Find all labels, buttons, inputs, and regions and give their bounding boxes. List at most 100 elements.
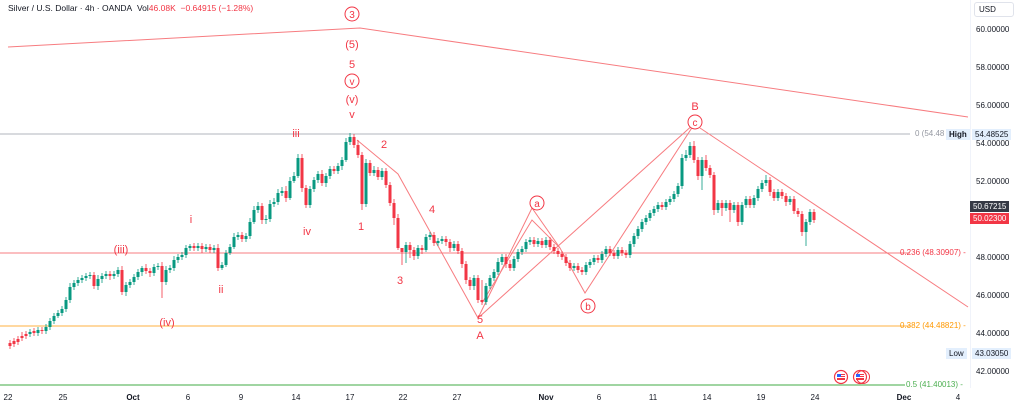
- wave-label[interactable]: v: [350, 77, 355, 88]
- time-axis[interactable]: [0, 388, 970, 410]
- candle: [564, 257, 568, 263]
- candle: [516, 252, 520, 259]
- candle: [16, 339, 20, 342]
- price-axis[interactable]: [970, 0, 1024, 388]
- candle: [684, 155, 688, 158]
- candle: [40, 330, 44, 331]
- candle: [708, 168, 712, 175]
- candle: [656, 205, 660, 209]
- candle: [592, 258, 596, 262]
- wave-label[interactable]: 3: [349, 10, 355, 21]
- wave-label[interactable]: iv: [303, 226, 311, 238]
- candle: [20, 336, 24, 338]
- candle: [360, 155, 364, 204]
- candle: [52, 316, 56, 321]
- candle: [520, 249, 524, 252]
- wave-label[interactable]: i: [190, 214, 192, 226]
- candle: [472, 278, 476, 286]
- candle: [580, 270, 584, 272]
- wave-label[interactable]: v: [349, 109, 355, 121]
- candle: [512, 259, 516, 268]
- wave-label[interactable]: 1: [358, 221, 364, 233]
- wave-label[interactable]: 2: [381, 139, 387, 151]
- b-wave-path[interactable]: [481, 122, 696, 304]
- us-flag-event-icon[interactable]: [852, 369, 870, 385]
- candle: [340, 160, 344, 166]
- us-flag-event-icon[interactable]: [833, 369, 849, 385]
- candle: [756, 189, 760, 198]
- candle: [288, 181, 292, 198]
- last-price-dark: 50.67215: [970, 201, 1010, 212]
- last-price-red: 50.02300: [970, 213, 1010, 224]
- descending-trendline[interactable]: [699, 127, 969, 308]
- candle: [248, 222, 252, 236]
- candle: [124, 285, 128, 292]
- wave-label[interactable]: (v): [346, 94, 359, 106]
- candle: [260, 206, 264, 220]
- candle: [388, 185, 392, 203]
- wave-label[interactable]: ii: [219, 284, 224, 296]
- wave-label[interactable]: (iii): [114, 244, 129, 256]
- candle: [8, 343, 12, 346]
- candle: [524, 242, 528, 249]
- time-tick: Oct: [126, 393, 140, 402]
- candle: [32, 331, 36, 333]
- candle: [652, 209, 656, 213]
- high-label: High: [946, 129, 970, 140]
- candle: [36, 330, 40, 333]
- symbol-legend[interactable]: Silver / U.S. Dollar · 4h · OANDA Vol46.…: [8, 3, 253, 13]
- wave-label[interactable]: b: [585, 302, 591, 313]
- candle: [736, 205, 740, 222]
- candle: [792, 199, 796, 211]
- candle: [560, 254, 564, 257]
- candle: [700, 160, 704, 176]
- currency-button[interactable]: USD: [974, 2, 1014, 17]
- candle: [120, 270, 124, 292]
- impulse-wave-path[interactable]: [356, 139, 561, 320]
- candle: [732, 205, 736, 210]
- wave-label[interactable]: c: [693, 118, 698, 129]
- abc-zigzag-path[interactable]: [477, 122, 696, 319]
- wave-label[interactable]: (5): [345, 39, 358, 51]
- candle: [216, 248, 220, 268]
- candle: [372, 170, 376, 173]
- wave-label[interactable]: 5: [477, 314, 483, 326]
- candle: [264, 219, 268, 220]
- time-tick: 22: [398, 393, 408, 402]
- candle: [364, 163, 368, 204]
- candle: [160, 266, 164, 282]
- wave-label[interactable]: 3: [397, 275, 403, 287]
- candle: [556, 251, 560, 254]
- wave-label[interactable]: (iv): [159, 317, 174, 329]
- candle: [748, 199, 752, 205]
- candle: [568, 263, 572, 268]
- wave-label[interactable]: iii: [292, 128, 299, 140]
- candle: [584, 265, 588, 272]
- wave-label[interactable]: 5: [349, 59, 355, 71]
- candle: [28, 332, 32, 334]
- time-tick: 17: [345, 393, 355, 402]
- candle: [172, 260, 176, 268]
- time-tick: 11: [648, 393, 658, 402]
- candle: [324, 176, 328, 183]
- candle: [76, 280, 80, 283]
- wave-label[interactable]: A: [476, 330, 484, 342]
- candle: [144, 268, 148, 271]
- candle: [384, 171, 388, 185]
- candle: [412, 250, 416, 256]
- candle: [456, 244, 460, 251]
- wave-label[interactable]: a: [534, 199, 540, 210]
- candle: [244, 236, 248, 239]
- wave-label[interactable]: B: [691, 101, 698, 113]
- candle: [660, 205, 664, 207]
- wave-3-trendline[interactable]: [7, 27, 969, 118]
- candle: [536, 241, 540, 244]
- candle: [396, 218, 400, 248]
- candle: [64, 300, 68, 309]
- price-tick: 48.00000: [976, 253, 1010, 262]
- candle: [24, 334, 28, 336]
- wave-label[interactable]: 4: [429, 204, 435, 216]
